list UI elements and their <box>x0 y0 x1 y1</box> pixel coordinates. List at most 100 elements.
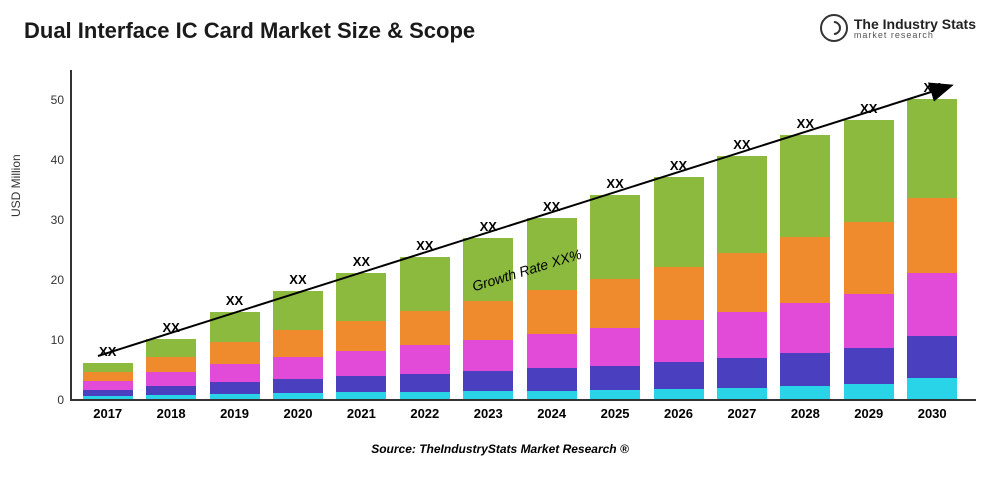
bar-column: XX <box>907 99 957 399</box>
bar-stack <box>590 195 640 399</box>
bar-segment <box>400 374 450 392</box>
bar-segment <box>654 267 704 320</box>
bar-segment <box>83 372 133 381</box>
bar-value-label: XX <box>543 199 560 214</box>
bar-stack <box>780 135 830 399</box>
y-tick: 40 <box>42 153 64 167</box>
y-tick: 50 <box>42 93 64 107</box>
bar-segment <box>146 372 196 386</box>
bar-stack <box>273 291 323 399</box>
x-tick-label: 2029 <box>844 406 894 421</box>
bar-segment <box>463 301 513 340</box>
bar-stack <box>400 257 450 399</box>
source-caption: Source: TheIndustryStats Market Research… <box>0 442 1000 456</box>
bar-segment <box>336 376 386 392</box>
bar-column: XX <box>146 339 196 399</box>
bar-value-label: XX <box>924 80 941 95</box>
bar-column: XX <box>590 195 640 399</box>
bar-segment <box>463 391 513 399</box>
bar-segment <box>400 311 450 345</box>
bar-segment <box>717 253 767 312</box>
bar-segment <box>844 348 894 384</box>
bar-segment <box>527 368 577 390</box>
bar-column: XX <box>717 156 767 399</box>
x-tick-label: 2020 <box>273 406 323 421</box>
bar-segment <box>273 379 323 393</box>
bar-stack <box>83 363 133 399</box>
gear-icon <box>820 14 848 42</box>
bar-stack <box>336 273 386 399</box>
logo-sub: market research <box>854 31 976 40</box>
bar-chart: XXXXXXXXXXXXXXXXXXXXXXXXXXXX <box>70 69 970 399</box>
bar-segment <box>210 364 260 382</box>
bar-column: XX <box>844 120 894 399</box>
bar-segment <box>717 312 767 358</box>
bar-column: XX <box>210 312 260 399</box>
bar-segment <box>83 363 133 372</box>
x-tick-label: 2017 <box>83 406 133 421</box>
bar-value-label: XX <box>162 320 179 335</box>
bar-value-label: XX <box>670 158 687 173</box>
x-tick-label: 2027 <box>717 406 767 421</box>
bar-column: XX <box>527 218 577 399</box>
bar-value-label: XX <box>226 293 243 308</box>
bar-value-label: XX <box>416 238 433 253</box>
x-tick-label: 2028 <box>780 406 830 421</box>
x-tick-label: 2018 <box>146 406 196 421</box>
bar-segment <box>654 320 704 362</box>
bar-segment <box>590 390 640 399</box>
bar-segment <box>780 237 830 303</box>
bar-segment <box>210 394 260 399</box>
bar-segment <box>717 388 767 399</box>
bar-segment <box>590 279 640 328</box>
x-tick-label: 2026 <box>654 406 704 421</box>
bar-segment <box>400 257 450 311</box>
chart-title: Dual Interface IC Card Market Size & Sco… <box>24 18 475 44</box>
bar-segment <box>907 198 957 273</box>
x-tick-label: 2022 <box>400 406 450 421</box>
bar-segment <box>780 135 830 237</box>
bar-segment <box>336 273 386 321</box>
bar-segment <box>844 120 894 222</box>
bar-segment <box>336 392 386 399</box>
bar-column: XX <box>780 135 830 399</box>
y-tick: 0 <box>42 393 64 407</box>
bar-segment <box>527 391 577 399</box>
bar-segment <box>654 362 704 389</box>
bar-stack <box>717 156 767 399</box>
bar-segment <box>210 312 260 342</box>
bar-segment <box>210 342 260 364</box>
bar-segment <box>907 378 957 399</box>
bar-column: XX <box>463 238 513 399</box>
bar-segment <box>210 382 260 394</box>
bar-value-label: XX <box>480 219 497 234</box>
bar-stack <box>907 99 957 399</box>
bar-stack <box>210 312 260 399</box>
bar-segment <box>83 381 133 390</box>
x-tick-label: 2024 <box>527 406 577 421</box>
bar-column: XX <box>273 291 323 399</box>
bar-stack <box>844 120 894 399</box>
bar-segment <box>146 386 196 395</box>
bar-segment <box>844 294 894 348</box>
bar-column: XX <box>654 177 704 399</box>
bar-segment <box>400 345 450 374</box>
bar-column: XX <box>336 273 386 399</box>
bar-value-label: XX <box>353 254 370 269</box>
bar-stack <box>146 339 196 399</box>
bar-value-label: XX <box>860 101 877 116</box>
bar-segment <box>654 177 704 267</box>
bar-segment <box>527 334 577 369</box>
bar-stack <box>463 238 513 399</box>
logo-text: The Industry Stats market research <box>854 17 976 40</box>
bar-segment <box>336 321 386 351</box>
x-tick-label: 2025 <box>590 406 640 421</box>
bar-stack <box>527 218 577 399</box>
bar-segment <box>717 156 767 253</box>
bar-value-label: XX <box>99 344 116 359</box>
bar-segment <box>844 222 894 294</box>
bar-value-label: XX <box>797 116 814 131</box>
bar-segment <box>400 392 450 399</box>
bar-value-label: XX <box>606 176 623 191</box>
y-tick: 20 <box>42 273 64 287</box>
